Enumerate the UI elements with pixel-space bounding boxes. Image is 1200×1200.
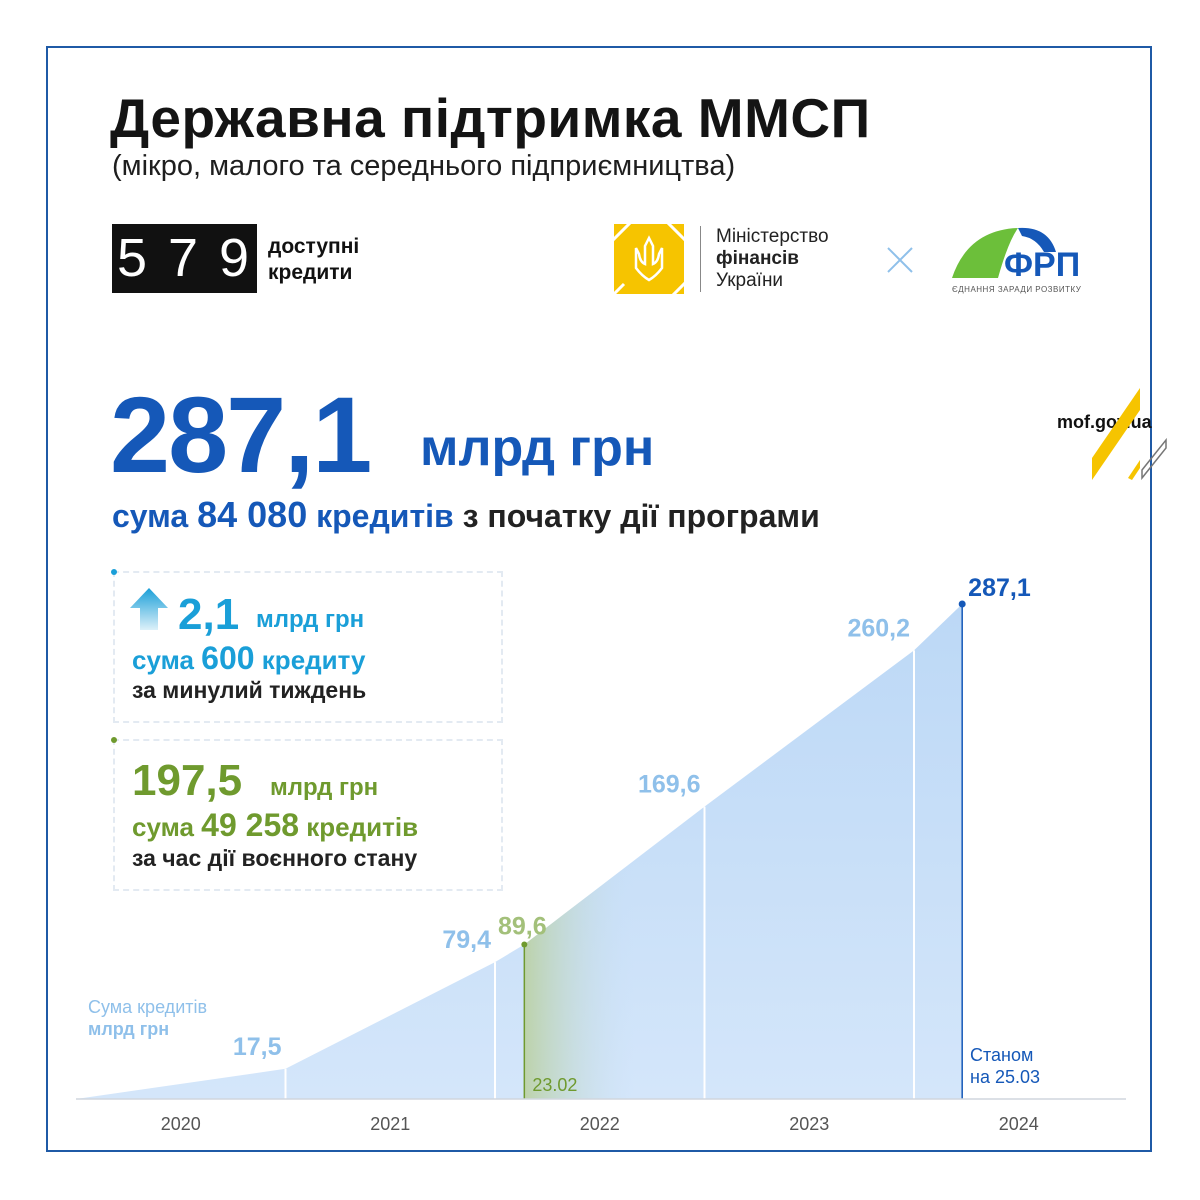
ministry-emblem-icon [614, 224, 684, 294]
headline-sub-prefix: сума [112, 498, 189, 534]
x-tick-label: 2023 [789, 1114, 829, 1134]
program-logo-line1: доступні [268, 235, 360, 258]
as-of-date-note: Станом на 25.03 [970, 1044, 1040, 1088]
martial-law-stats-card [111, 737, 503, 891]
corner-stripes-icon [1092, 388, 1167, 481]
value-label: 79,4 [442, 926, 491, 954]
headline-sub-suffix: з початку дії програми [462, 498, 820, 534]
arrow-up-icon [130, 588, 168, 630]
logo-divider [700, 226, 701, 292]
program-logo-line2: кредити [268, 261, 353, 284]
headline-subtitle: сума 84 080 кредитів з початку дії прогр… [112, 494, 820, 536]
current-value-marker-dot [958, 600, 966, 608]
headline-sub-count: 84 080 [197, 494, 308, 535]
ministry-line1: Міністерство [716, 226, 829, 247]
chart-area [76, 604, 963, 1099]
fund-logo-tagline: ЄДНАННЯ ЗАРАДИ РОЗВИТКУ [952, 285, 1082, 294]
ministry-logo-text: Міністерство фінансів України [716, 226, 829, 292]
program-logo-text: доступні кредити [268, 234, 359, 286]
martial-law-period: за час дії воєнного стану [132, 845, 418, 871]
fund-logo-icon: ФРП ЄДНАННЯ ЗАРАДИ РОЗВИТКУ [952, 227, 1082, 294]
weekly-unit: млрд грн [256, 606, 365, 633]
fund-logo-mark: ФРП [1004, 246, 1080, 284]
page-title: Державна підтримка ММСП [110, 87, 871, 149]
headline-sub-noun: кредитів [316, 498, 454, 534]
as-of-line2: на 25.03 [970, 1067, 1040, 1087]
martial-law-value: 197,5 [132, 756, 243, 805]
x-tick-label: 2024 [999, 1114, 1039, 1134]
y-axis-label-line1: Сума кредитів [88, 997, 208, 1017]
as-of-line1: Станом [970, 1045, 1034, 1065]
ministry-line3: України [716, 270, 784, 291]
weekly-count-line: сума 600 кредиту [132, 640, 366, 676]
page-subtitle: (мікро, малого та середнього підприємниц… [112, 150, 736, 182]
weekly-count: 600 [201, 640, 255, 676]
program-logo-mark: 5 7 9 [112, 224, 257, 293]
headline-unit: млрд грн [420, 419, 655, 477]
weekly-period: за минулий тиждень [132, 677, 367, 703]
martial-law-marker-dot [521, 941, 528, 948]
infographic-frame [46, 46, 1152, 1152]
y-axis-label-line2: млрд грн [88, 1019, 170, 1039]
x-tick-label: 2021 [370, 1114, 410, 1134]
value-label: 89,6 [498, 913, 547, 941]
value-label: 169,6 [638, 771, 701, 799]
martial-law-band [524, 860, 635, 1099]
martial-law-count: 49 258 [201, 807, 300, 843]
value-label: 17,5 [233, 1033, 282, 1061]
martial-law-count-line: сума 49 258 кредитів [132, 807, 419, 843]
card-dot [111, 737, 117, 743]
x-tick-label: 2022 [580, 1114, 620, 1134]
chart-y-axis-label: Сума кредитів млрд грн [88, 996, 207, 1040]
ministry-line2: фінансів [716, 248, 799, 269]
headline-total: 287,1 [110, 374, 372, 495]
weekly-value: 2,1 [178, 590, 240, 639]
cross-icon [887, 247, 913, 273]
martial-law-date-label: 23.02 [532, 1075, 577, 1095]
value-label: 260,2 [847, 614, 910, 642]
card-dot [111, 569, 117, 575]
martial-law-unit: млрд грн [270, 774, 379, 801]
x-tick-label: 2020 [161, 1114, 201, 1134]
value-label: 287,1 [968, 574, 1031, 602]
weekly-stats-card [111, 569, 503, 723]
